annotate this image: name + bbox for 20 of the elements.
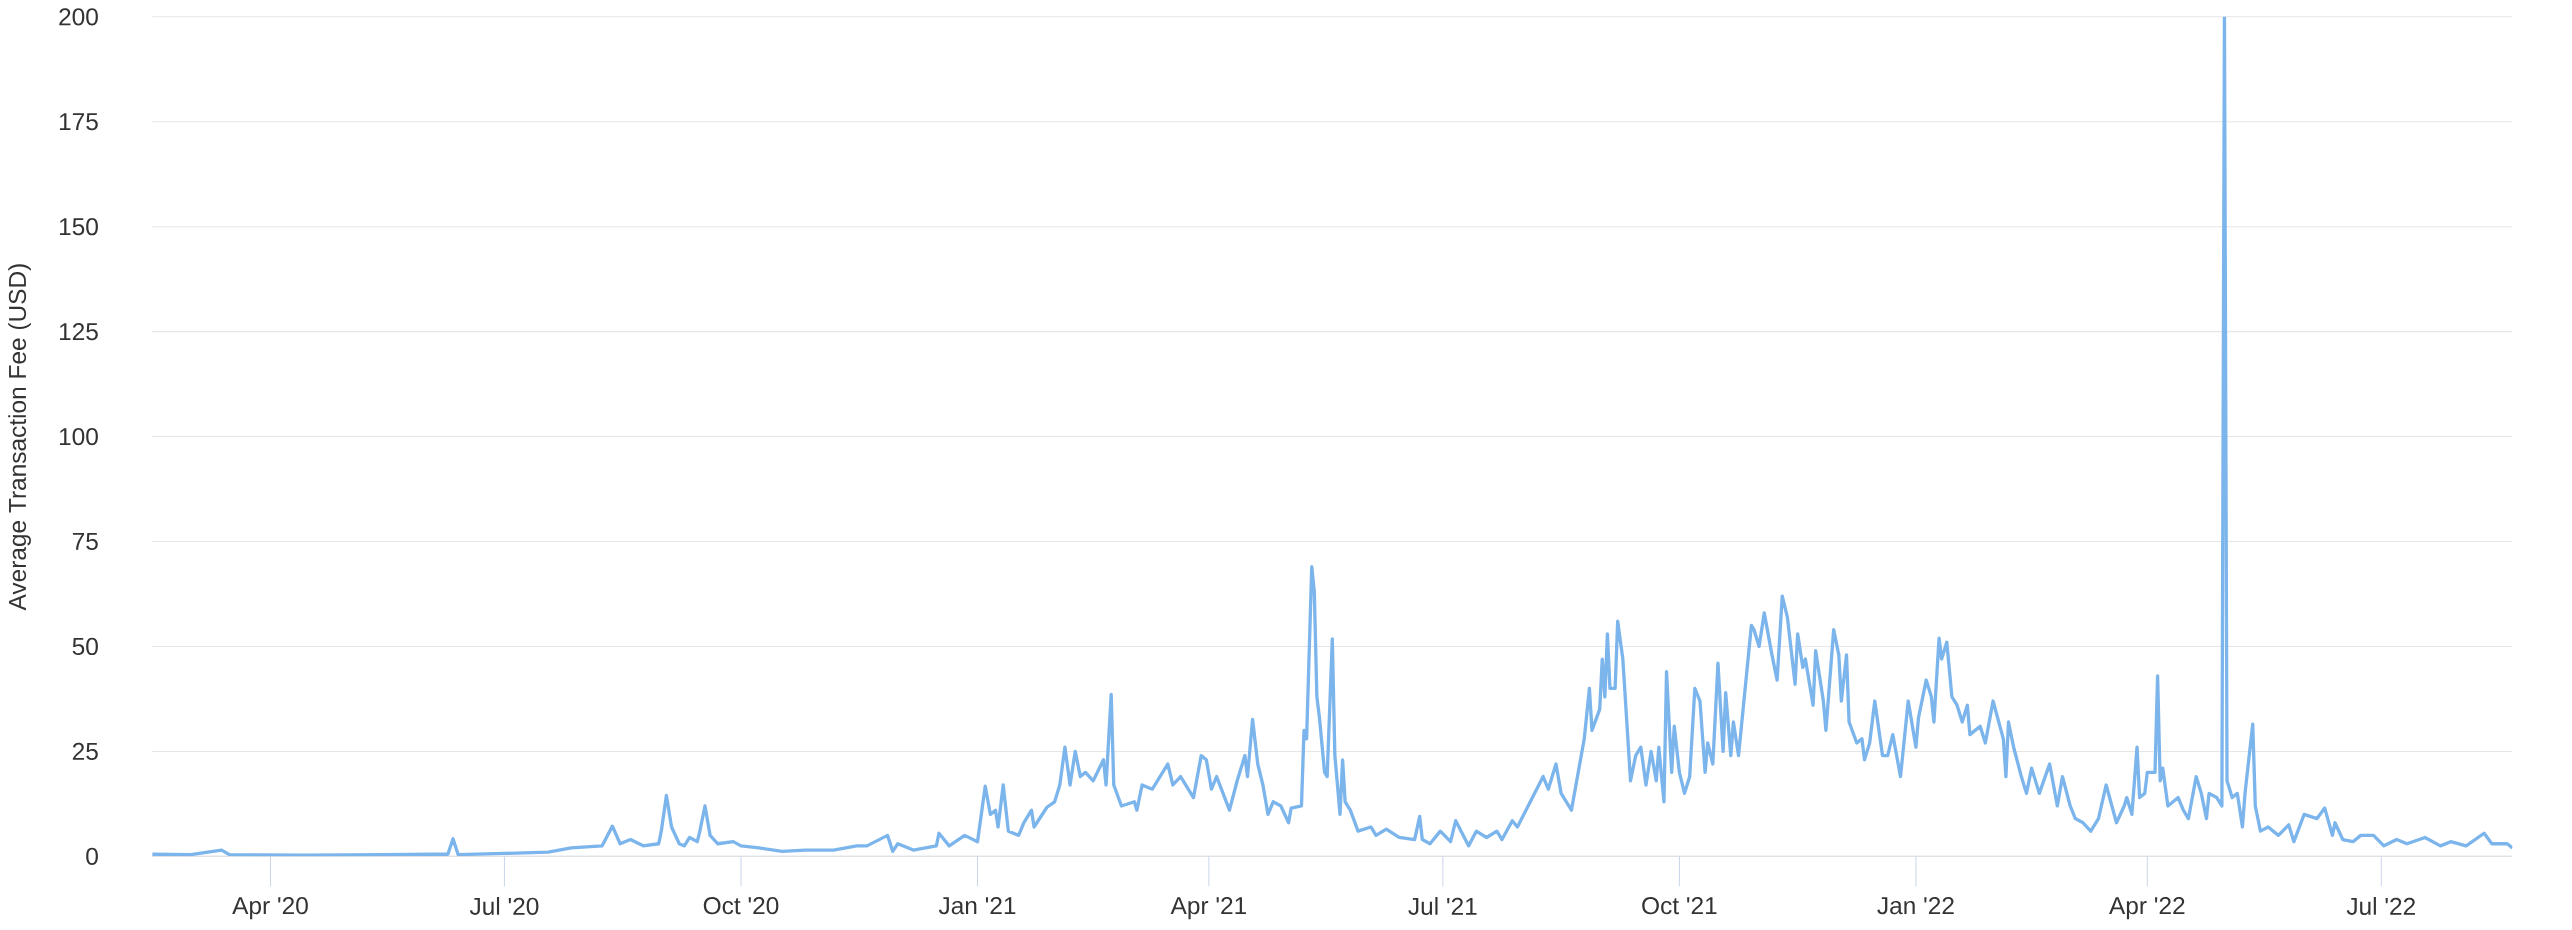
x-tick-label: Apr '21: [1170, 897, 1246, 920]
x-tick-label: Apr '20: [232, 897, 308, 920]
y-tick-label: 150: [59, 218, 98, 236]
x-tick-label: Jan '21: [938, 897, 1016, 915]
y-tick-label: 25: [72, 742, 98, 761]
y-tick-label: 100: [59, 428, 98, 446]
y-tick-label: 175: [59, 113, 98, 131]
x-tick-label: Oct '21: [1642, 897, 1717, 915]
y-tick-label: 200: [59, 8, 98, 26]
y-axis-title: Average Transaction Fee (USD): [8, 264, 31, 611]
x-tick-label: Jul '21: [1408, 897, 1477, 915]
y-tick-label: 75: [72, 533, 98, 551]
x-tick-label: Apr '22: [2109, 897, 2185, 920]
y-tick-label: 50: [72, 637, 98, 656]
x-tick-label: Oct '20: [703, 897, 779, 915]
x-tick-label: Jul '22: [2346, 897, 2415, 915]
y-tick-label: 0: [86, 847, 98, 866]
y-tick-label: 125: [59, 323, 98, 341]
x-tick-label: Jan '22: [1877, 897, 1954, 915]
x-tick-label: Jul '20: [469, 897, 539, 915]
